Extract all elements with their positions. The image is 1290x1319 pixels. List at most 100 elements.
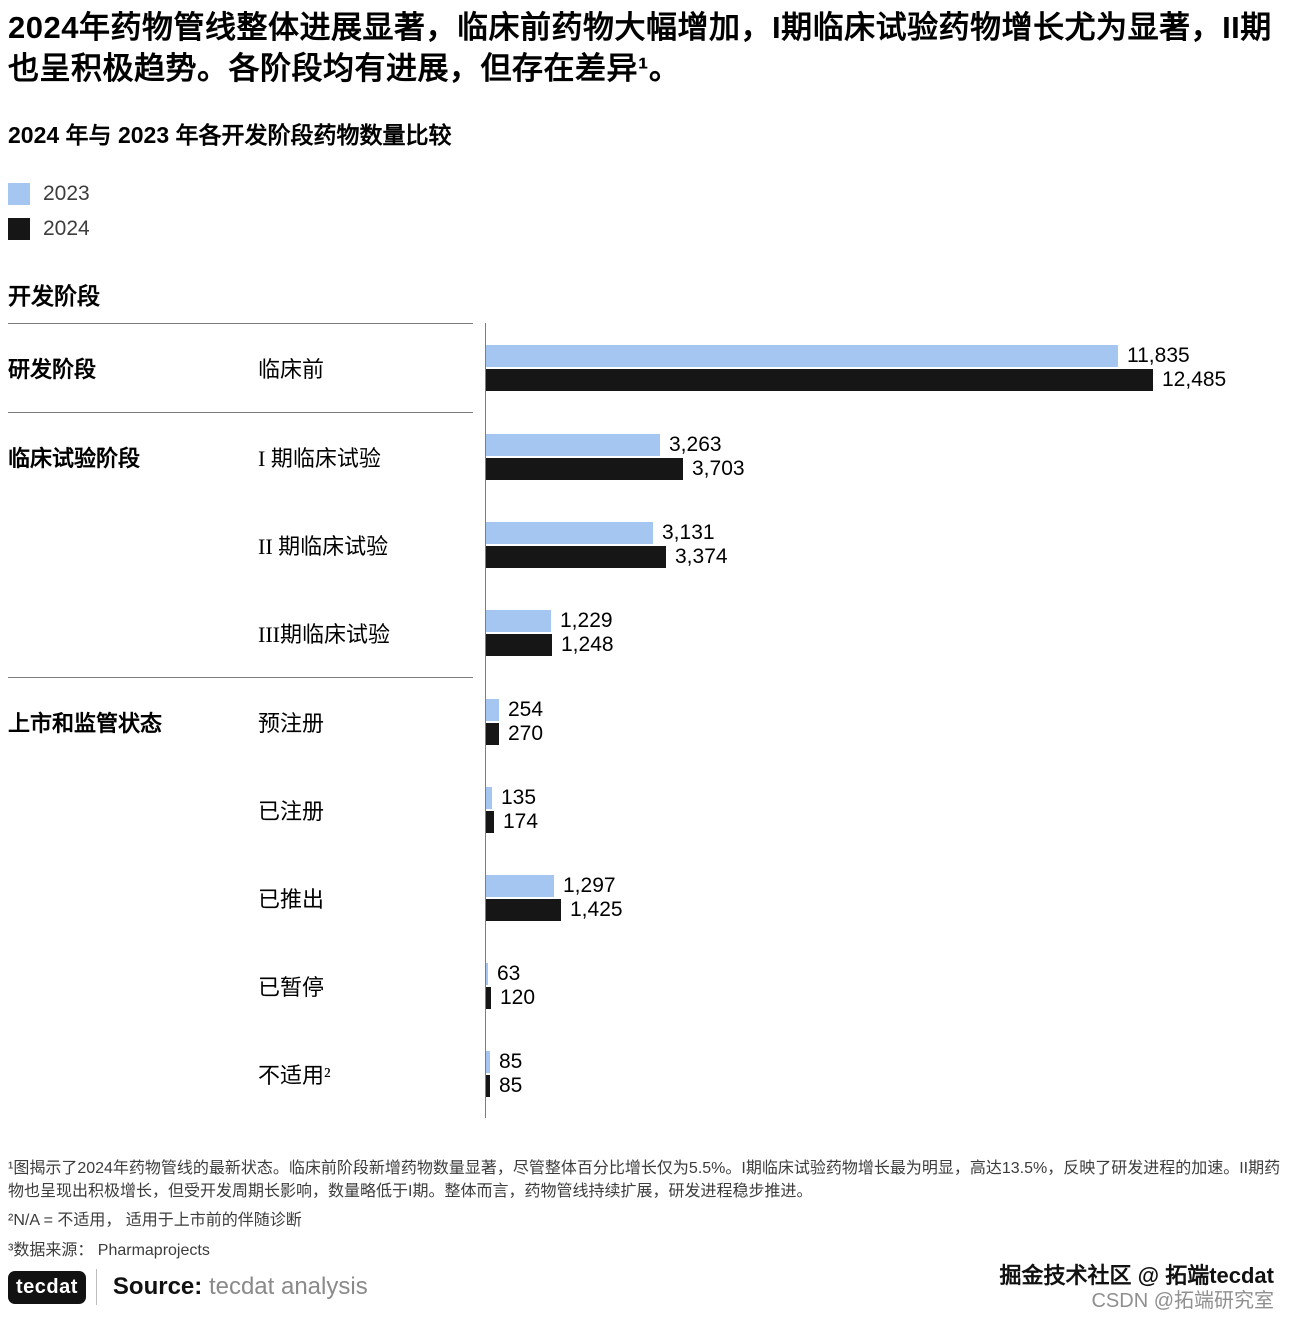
group-label: 上市和监管状态 [8, 710, 163, 736]
bar-line-2023: 254 [485, 697, 1282, 721]
category-label: II 期临床试验 [258, 533, 389, 559]
category-label: III期临床试验 [258, 621, 390, 647]
bar-pair: 135 174 [485, 784, 1282, 836]
group-label: 研发阶段 [8, 356, 97, 382]
chart-row: II 期临床试验 3,131 3,374 [8, 501, 1282, 589]
legend: 2023 2024 [8, 182, 1282, 241]
bar-value-label: 254 [508, 697, 544, 721]
chart-row: 已注册 135 174 [8, 766, 1282, 854]
bar-line-2024: 85 [485, 1074, 1282, 1098]
bar-line-2023: 85 [485, 1049, 1282, 1073]
bar-value-label: 270 [508, 722, 544, 746]
group-separator [8, 322, 473, 324]
bar-pair: 3,263 3,703 [485, 431, 1282, 483]
tecdat-logo: tecdat [8, 1270, 86, 1304]
bar-line-2024: 120 [485, 986, 1282, 1010]
bar-2024 [485, 987, 491, 1010]
bar-line-2024: 1,248 [485, 633, 1282, 657]
source-label: Source: [112, 1273, 203, 1300]
bar-value-label: 85 [499, 1049, 523, 1073]
bar-2024 [485, 1075, 490, 1098]
group-separator [8, 676, 473, 678]
chart-row: 已推出 1,297 1,425 [8, 854, 1282, 942]
source-text: tecdat analysis [208, 1273, 368, 1300]
bar-value-label: 85 [499, 1074, 523, 1098]
footnote-2: ²N/A = 不适用， 适用于上市前的伴随诊断 [8, 1212, 302, 1230]
category-label: 已推出 [258, 886, 325, 912]
bar-line-2024: 270 [485, 722, 1282, 746]
axis-section-label: 开发阶段 [8, 282, 100, 309]
bar-pair: 254 270 [485, 696, 1282, 748]
bar-line-2023: 11,835 [485, 343, 1282, 367]
bar-line-2023: 135 [485, 785, 1282, 809]
bar-2023 [485, 698, 499, 721]
legend-item-2023: 2023 [8, 182, 1282, 206]
bar-pair: 1,229 1,248 [485, 607, 1282, 659]
bar-2024 [485, 369, 1153, 392]
bar-2023 [485, 609, 551, 632]
bar-pair: 3,131 3,374 [485, 519, 1282, 571]
bar-line-2024: 3,703 [485, 457, 1282, 481]
category-label: 不适用² [258, 1062, 331, 1088]
bar-line-2024: 12,485 [485, 368, 1282, 392]
bar-pair: 63 120 [485, 960, 1282, 1012]
footnotes: ¹图揭示了2024年药物管线的最新状态。临床前阶段新增药物数量显著，尽管整体百分… [8, 1158, 1282, 1263]
bar-2023 [485, 786, 492, 809]
category-label: 已暂停 [258, 974, 325, 1000]
chart-title: 2024 年与 2023 年各开发阶段药物数量比较 [8, 121, 452, 148]
legend-swatch-2024 [8, 217, 30, 240]
bar-line-2023: 63 [485, 962, 1282, 985]
bar-value-label: 3,263 [669, 432, 722, 456]
chart-row: III期临床试验 1,229 1,248 [8, 589, 1282, 677]
bar-value-label: 3,131 [662, 520, 715, 544]
bar-pair: 11,835 12,485 [485, 342, 1282, 394]
bar-2023 [485, 433, 660, 456]
footer-divider-line [95, 1269, 97, 1305]
category-label: 已注册 [258, 798, 325, 824]
chart-axis-line [485, 322, 486, 1118]
bar-2024 [485, 546, 666, 569]
bar-line-2023: 1,297 [485, 873, 1282, 897]
footer: tecdat Source: tecdat analysis [8, 1269, 368, 1305]
chart-row: 临床试验阶段 I 期临床试验 3,263 3,703 [8, 413, 1282, 501]
category-label: I 期临床试验 [258, 445, 381, 471]
bar-value-label: 174 [503, 810, 539, 834]
chart-row: 已暂停 63 120 [8, 942, 1282, 1030]
bar-value-label: 11,835 [1127, 343, 1190, 367]
bar-2024 [485, 458, 683, 481]
watermark: 掘金技术社区 @ 拓端tecdat CSDN @拓端研究室 [999, 1262, 1274, 1313]
page-title: 2024年药物管线整体进展显著，临床前药物大幅增加，I期临床试验药物增长尤为显著… [8, 10, 1272, 86]
bar-value-label: 1,229 [560, 608, 613, 632]
bar-pair: 1,297 1,425 [485, 872, 1282, 924]
bar-2024 [485, 723, 499, 746]
bar-value-label: 135 [501, 785, 537, 809]
chart-row: 上市和监管状态 预注册 254 270 [8, 678, 1282, 766]
group-label: 临床试验阶段 [8, 445, 141, 471]
legend-item-2024: 2024 [8, 217, 1282, 241]
bar-line-2023: 3,131 [485, 520, 1282, 544]
bar-value-label: 1,425 [570, 898, 623, 922]
bar-2023 [485, 1050, 490, 1073]
bar-2023 [485, 521, 653, 544]
bar-line-2023: 3,263 [485, 432, 1282, 456]
category-label: 临床前 [258, 356, 325, 382]
bar-value-label: 12,485 [1162, 368, 1227, 392]
footnote-3: ³数据来源： Pharmaprojects [8, 1241, 210, 1259]
bar-chart: 研发阶段 临床前 11,835 12,485 临床试验阶段 I 期临床试验 3,263 3,7… [8, 322, 1282, 1118]
bar-2023 [485, 962, 488, 985]
group-separator [8, 411, 473, 413]
bar-value-label: 3,703 [692, 457, 745, 481]
bar-value-label: 1,297 [563, 873, 616, 897]
bar-value-label: 3,374 [675, 545, 728, 569]
bar-2023 [485, 874, 554, 897]
chart-row: 研发阶段 临床前 11,835 12,485 [8, 324, 1282, 412]
legend-swatch-2023 [8, 182, 30, 205]
bar-line-2023: 1,229 [485, 608, 1282, 632]
bar-2024 [485, 899, 561, 922]
bar-pair: 85 85 [485, 1048, 1282, 1100]
bar-line-2024: 1,425 [485, 898, 1282, 922]
footnote-1: ¹图揭示了2024年药物管线的最新状态。临床前阶段新增药物数量显著，尽管整体百分… [8, 1159, 1281, 1200]
bar-2024 [485, 811, 494, 834]
watermark-line1: 掘金技术社区 @ 拓端tecdat [999, 1262, 1274, 1288]
